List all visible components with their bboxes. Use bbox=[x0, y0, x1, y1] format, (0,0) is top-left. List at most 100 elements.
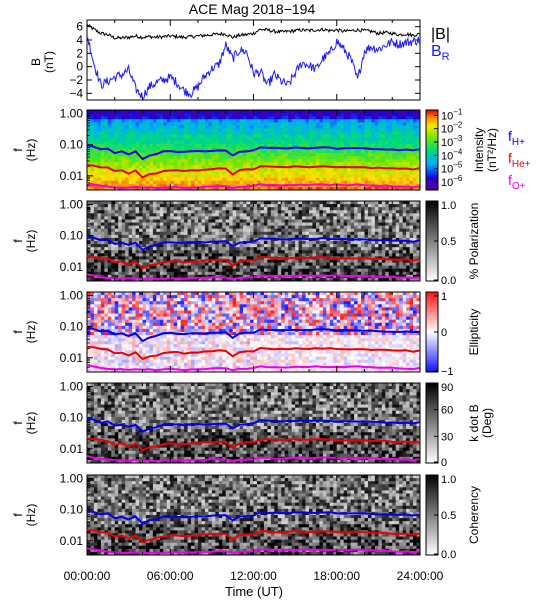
polarization-cell bbox=[232, 259, 237, 263]
power-spectrum-cell bbox=[87, 122, 91, 126]
power-spectrum-cell bbox=[125, 168, 130, 172]
polarization-cell bbox=[90, 201, 95, 205]
power-spectrum-cell bbox=[107, 180, 112, 185]
power-spectrum-cell bbox=[277, 156, 282, 160]
polarization-cell bbox=[371, 265, 376, 270]
polarization-cell bbox=[222, 253, 227, 257]
power-spectrum-cell bbox=[343, 125, 348, 129]
power-spectrum-cell bbox=[274, 113, 279, 117]
polarization-cell bbox=[270, 262, 275, 267]
polarization-cell bbox=[322, 210, 327, 214]
polarization-cell bbox=[302, 274, 306, 279]
polarization-cell bbox=[371, 244, 376, 248]
polarization-cell bbox=[305, 259, 310, 263]
power-spectrum-cell bbox=[302, 119, 306, 123]
power-spectrum-cell bbox=[128, 162, 133, 166]
polarization-cell bbox=[152, 207, 157, 211]
polarization-cell bbox=[198, 237, 202, 242]
polarization-cell bbox=[222, 237, 227, 242]
polarization-cell bbox=[121, 247, 126, 251]
polarization-cell bbox=[166, 265, 171, 270]
polarization-cell bbox=[253, 231, 258, 236]
polarization-cell bbox=[319, 268, 324, 273]
polarization-cell bbox=[295, 268, 299, 273]
power-spectrum-cell bbox=[315, 119, 320, 123]
power-spectrum-cell bbox=[350, 153, 355, 157]
polarization-cell bbox=[364, 228, 369, 233]
power-spectrum-cell bbox=[118, 134, 123, 139]
power-spectrum-cell bbox=[111, 159, 116, 163]
power-spectrum-cell bbox=[260, 143, 265, 148]
polarization-cell bbox=[243, 234, 247, 239]
polarization-cell bbox=[274, 241, 279, 245]
power-spectrum-cell bbox=[118, 143, 123, 148]
power-spectrum-cell bbox=[180, 174, 185, 179]
power-spectrum-cell bbox=[367, 131, 372, 136]
polarization-cell bbox=[180, 225, 185, 230]
polarization-cell bbox=[329, 253, 334, 257]
polarization-cell bbox=[326, 241, 331, 245]
polarization-cell bbox=[350, 228, 355, 233]
polarization-cell bbox=[263, 234, 268, 239]
polarization-cell bbox=[350, 250, 355, 254]
polarization-cell bbox=[253, 225, 258, 230]
power-spectrum-cell bbox=[204, 134, 209, 139]
power-spectrum-cell bbox=[284, 177, 289, 182]
polarization-cell bbox=[184, 204, 188, 208]
polarization-cell bbox=[93, 204, 98, 208]
power-spectrum-cell bbox=[395, 159, 400, 163]
polarization-cell bbox=[305, 262, 310, 267]
polarization-cell bbox=[305, 207, 310, 211]
power-spectrum-cell bbox=[357, 171, 362, 176]
power-spectrum-cell bbox=[395, 171, 400, 176]
power-spectrum-cell bbox=[170, 134, 175, 139]
power-spectrum-cell bbox=[336, 150, 341, 154]
polarization-cell bbox=[107, 271, 112, 276]
power-spectrum-cell bbox=[132, 119, 136, 123]
polarization-cell bbox=[170, 277, 175, 282]
power-spectrum-cell bbox=[173, 143, 178, 148]
polarization-cell bbox=[107, 228, 112, 233]
power-spectrum-cell bbox=[104, 168, 109, 172]
power-spectrum-cell bbox=[166, 177, 171, 182]
power-spectrum-cell bbox=[100, 186, 105, 191]
power-spectrum-cell bbox=[198, 116, 202, 120]
power-spectrum-cell bbox=[260, 119, 265, 123]
power-spectrum-cell bbox=[191, 116, 195, 120]
polarization-cell bbox=[232, 210, 237, 214]
polarization-cell bbox=[229, 204, 234, 208]
power-spectrum-cell bbox=[291, 186, 296, 191]
power-spectrum-cell bbox=[406, 186, 410, 191]
polarization-cell bbox=[315, 253, 320, 257]
power-spectrum-cell bbox=[177, 180, 182, 185]
b-field-ylabel-unit: (nT) bbox=[42, 51, 56, 73]
power-spectrum-cell bbox=[270, 156, 275, 160]
polarization-cell bbox=[395, 262, 400, 267]
polarization-cell bbox=[170, 271, 175, 276]
power-spectrum-cell bbox=[298, 122, 303, 126]
polarization-cell bbox=[340, 210, 345, 214]
power-spectrum-cell bbox=[191, 183, 195, 188]
polarization-cell bbox=[284, 234, 289, 239]
polarization-cell bbox=[274, 204, 279, 208]
power-spectrum-cell bbox=[100, 171, 105, 176]
power-spectrum-cell bbox=[371, 174, 376, 179]
power-spectrum-cell bbox=[270, 171, 275, 176]
polarization-cell bbox=[371, 210, 376, 214]
polarization-cell bbox=[239, 234, 244, 239]
power-spectrum-cell bbox=[215, 128, 220, 132]
polarization-cell bbox=[93, 216, 98, 220]
polarization-cell bbox=[232, 241, 237, 245]
power-spectrum-cell bbox=[100, 128, 105, 132]
polarization-cell bbox=[291, 210, 296, 214]
polarization-cell bbox=[198, 222, 202, 227]
polarization-cell bbox=[336, 265, 341, 270]
power-spectrum-cell bbox=[201, 159, 206, 163]
power-spectrum-cell bbox=[326, 134, 331, 139]
polarization-cell bbox=[121, 225, 126, 230]
power-spectrum-cell bbox=[256, 162, 261, 166]
polarization-cell bbox=[201, 213, 206, 217]
polarization-cell bbox=[194, 250, 199, 254]
polarization-cell bbox=[225, 216, 230, 220]
polarization-cell bbox=[333, 228, 338, 233]
